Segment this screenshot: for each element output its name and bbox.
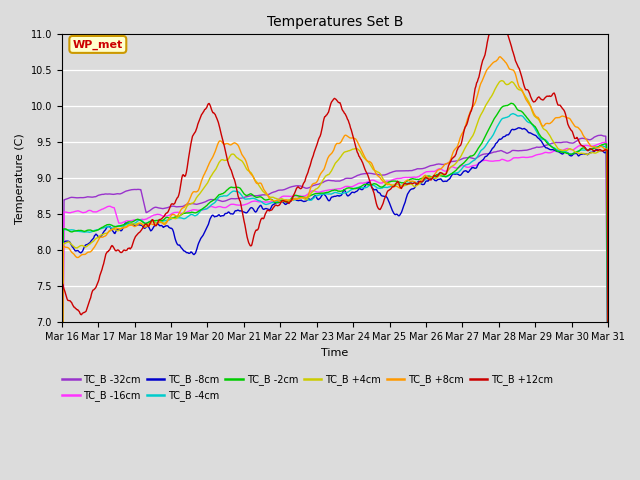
- Line: TC_B -2cm: TC_B -2cm: [62, 103, 608, 468]
- TC_B -8cm: [68, 243, 76, 249]
- TC_B -8cm: [58, 433, 66, 439]
- TC_B -4cm: [604, 416, 612, 421]
- Line: TC_B -4cm: TC_B -4cm: [62, 114, 608, 468]
- TC_B +8cm: [401, 179, 409, 185]
- TC_B -4cm: [124, 221, 132, 227]
- Line: TC_B +8cm: TC_B +8cm: [62, 57, 608, 480]
- TC_B -16cm: [209, 204, 216, 210]
- TC_B -16cm: [68, 209, 76, 215]
- TC_B +12cm: [401, 180, 409, 186]
- TC_B +12cm: [417, 179, 425, 185]
- TC_B +12cm: [179, 172, 187, 178]
- TC_B +8cm: [497, 54, 504, 60]
- TC_B -2cm: [179, 211, 187, 216]
- Line: TC_B -8cm: TC_B -8cm: [62, 128, 608, 436]
- TC_B -32cm: [401, 168, 409, 174]
- TC_B -32cm: [604, 429, 612, 435]
- TC_B -32cm: [209, 197, 216, 203]
- TC_B -2cm: [68, 229, 76, 235]
- TC_B -32cm: [597, 132, 605, 138]
- TC_B +8cm: [68, 250, 76, 255]
- TC_B -16cm: [601, 140, 609, 145]
- TC_B -16cm: [417, 172, 425, 178]
- TC_B +4cm: [498, 78, 506, 84]
- TC_B +4cm: [604, 315, 612, 321]
- TC_B +4cm: [179, 210, 187, 216]
- TC_B -8cm: [604, 372, 612, 378]
- TC_B +12cm: [604, 372, 612, 378]
- TC_B -32cm: [58, 466, 66, 471]
- TC_B +12cm: [68, 300, 76, 305]
- Line: TC_B -32cm: TC_B -32cm: [62, 135, 608, 468]
- TC_B -16cm: [604, 367, 612, 373]
- Title: Temperatures Set B: Temperatures Set B: [267, 15, 403, 29]
- TC_B -4cm: [401, 181, 409, 187]
- TC_B -8cm: [401, 199, 409, 205]
- TC_B -32cm: [179, 204, 187, 209]
- TC_B +8cm: [417, 178, 425, 183]
- TC_B +4cm: [68, 242, 76, 248]
- TC_B +12cm: [209, 108, 216, 114]
- TC_B -2cm: [508, 100, 515, 106]
- TC_B -4cm: [179, 216, 187, 221]
- TC_B +8cm: [604, 316, 612, 322]
- TC_B -2cm: [604, 414, 612, 420]
- TC_B +8cm: [209, 155, 216, 161]
- Text: WP_met: WP_met: [73, 39, 123, 49]
- TC_B -2cm: [417, 176, 425, 181]
- TC_B +4cm: [124, 222, 132, 228]
- Y-axis label: Temperature (C): Temperature (C): [15, 133, 25, 224]
- TC_B +4cm: [209, 171, 216, 177]
- TC_B -2cm: [58, 465, 66, 471]
- TC_B -32cm: [124, 188, 132, 193]
- TC_B -16cm: [124, 218, 132, 224]
- TC_B -32cm: [68, 194, 76, 200]
- TC_B +8cm: [179, 204, 187, 210]
- TC_B +12cm: [58, 461, 66, 467]
- TC_B +12cm: [499, 19, 506, 24]
- TC_B -8cm: [417, 181, 425, 187]
- TC_B -4cm: [58, 466, 66, 471]
- TC_B +4cm: [401, 182, 409, 188]
- TC_B -4cm: [509, 111, 517, 117]
- TC_B -32cm: [417, 166, 425, 172]
- TC_B -2cm: [401, 179, 409, 185]
- TC_B +4cm: [417, 179, 425, 185]
- TC_B +12cm: [124, 246, 132, 252]
- TC_B -2cm: [209, 198, 216, 204]
- TC_B +8cm: [124, 223, 132, 229]
- TC_B -8cm: [124, 220, 132, 226]
- TC_B -4cm: [417, 180, 425, 186]
- TC_B -4cm: [209, 202, 216, 207]
- Line: TC_B -16cm: TC_B -16cm: [62, 143, 608, 480]
- Line: TC_B +12cm: TC_B +12cm: [62, 22, 608, 464]
- TC_B -4cm: [68, 227, 76, 233]
- Line: TC_B +4cm: TC_B +4cm: [62, 81, 608, 480]
- TC_B -16cm: [401, 175, 409, 180]
- TC_B -8cm: [209, 213, 216, 218]
- TC_B -2cm: [124, 219, 132, 225]
- Legend: TC_B -32cm, TC_B -16cm, TC_B -8cm, TC_B -4cm, TC_B -2cm, TC_B +4cm, TC_B +8cm, T: TC_B -32cm, TC_B -16cm, TC_B -8cm, TC_B …: [58, 370, 557, 405]
- TC_B -8cm: [179, 247, 187, 253]
- TC_B -16cm: [179, 211, 187, 216]
- TC_B -8cm: [515, 125, 523, 131]
- X-axis label: Time: Time: [321, 348, 349, 358]
